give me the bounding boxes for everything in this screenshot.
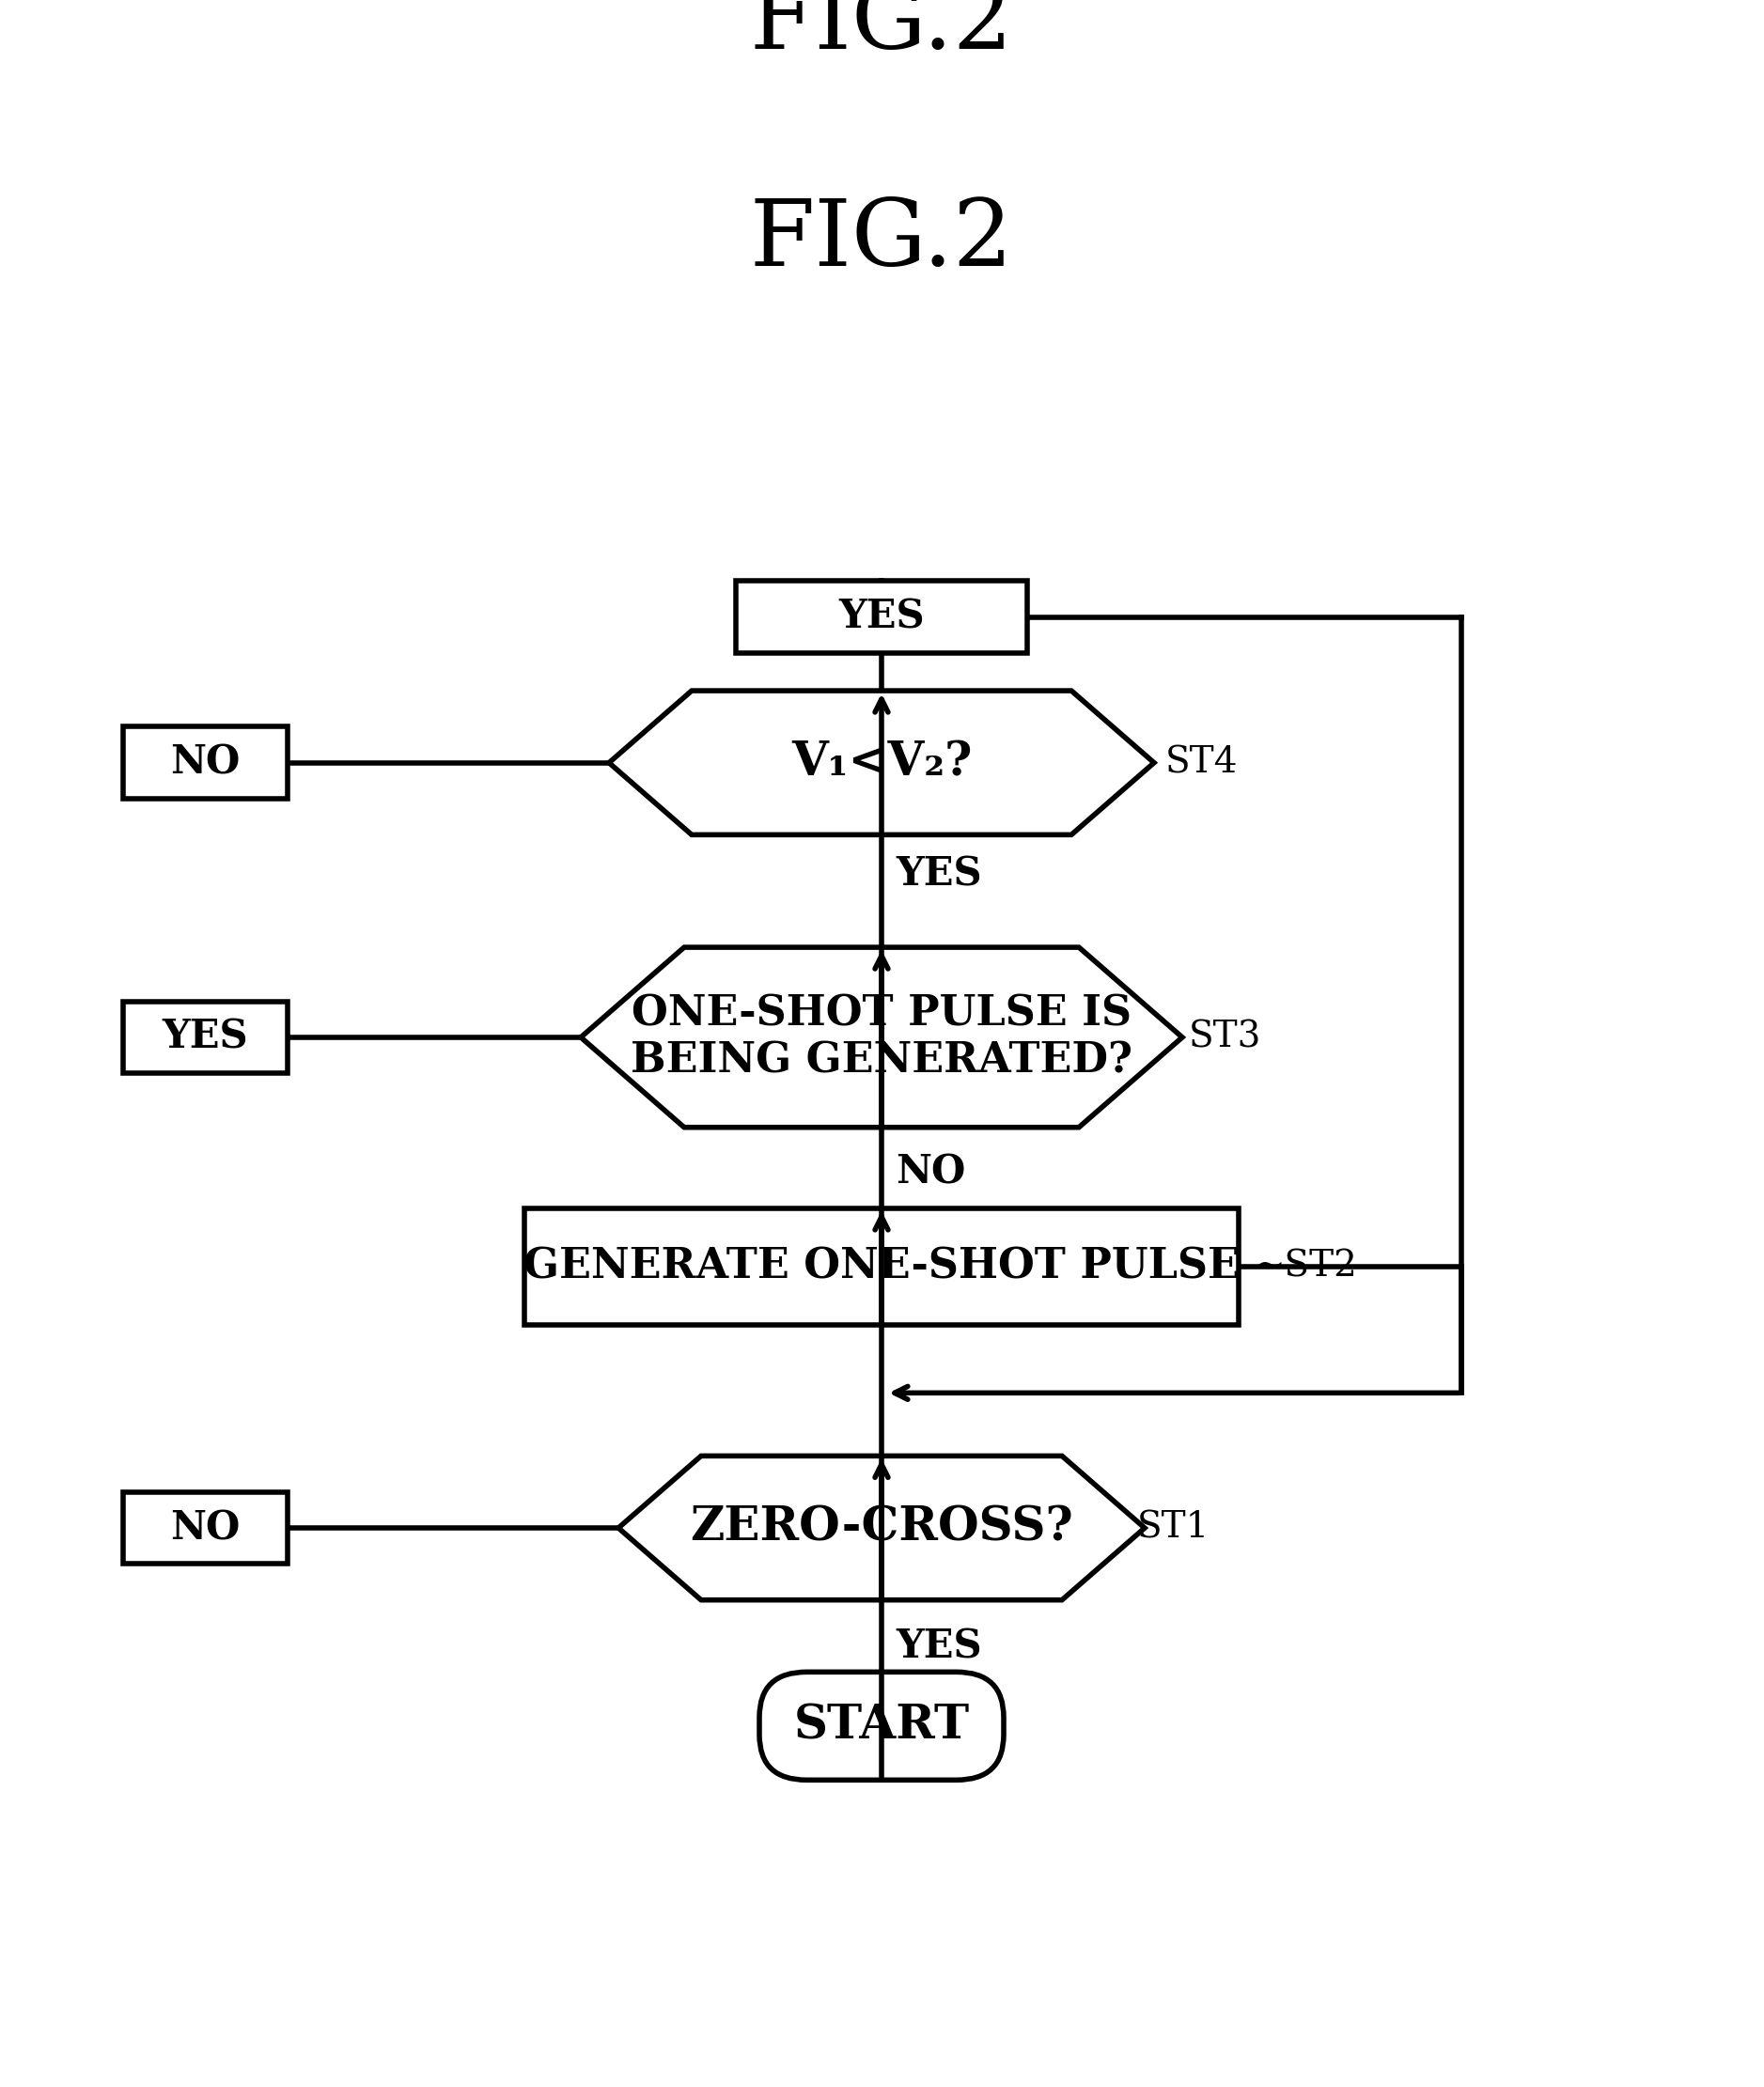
- Text: YES: YES: [896, 854, 983, 893]
- Text: ST1: ST1: [1138, 1511, 1210, 1544]
- Text: YES: YES: [896, 1628, 983, 1665]
- Text: NO: NO: [169, 743, 240, 783]
- Text: YES: YES: [162, 1018, 249, 1056]
- Bar: [123, 726, 288, 799]
- Bar: [524, 1208, 1238, 1325]
- Bar: [123, 1002, 288, 1073]
- Text: V₁<V₂?: V₁<V₂?: [790, 739, 972, 787]
- Text: FIG.2: FIG.2: [750, 196, 1013, 286]
- Text: ONE-SHOT PULSE IS
BEING GENERATED?: ONE-SHOT PULSE IS BEING GENERATED?: [630, 993, 1132, 1081]
- Text: NO: NO: [169, 1509, 240, 1549]
- Polygon shape: [609, 691, 1154, 835]
- Text: NO: NO: [896, 1152, 965, 1192]
- Polygon shape: [619, 1457, 1145, 1601]
- Text: FIG.2: FIG.2: [750, 0, 1013, 69]
- Text: ~ST2: ~ST2: [1254, 1250, 1358, 1284]
- Text: YES: YES: [838, 597, 924, 637]
- Bar: [123, 1492, 288, 1563]
- Text: GENERATE ONE-SHOT PULSE: GENERATE ONE-SHOT PULSE: [524, 1246, 1240, 1288]
- Bar: [736, 580, 1027, 653]
- Polygon shape: [580, 947, 1182, 1127]
- FancyBboxPatch shape: [759, 1672, 1004, 1780]
- Text: ZERO-CROSS?: ZERO-CROSS?: [690, 1505, 1073, 1551]
- Text: ST3: ST3: [1189, 1021, 1261, 1054]
- Text: ST4: ST4: [1166, 745, 1238, 781]
- Text: START: START: [794, 1703, 970, 1749]
